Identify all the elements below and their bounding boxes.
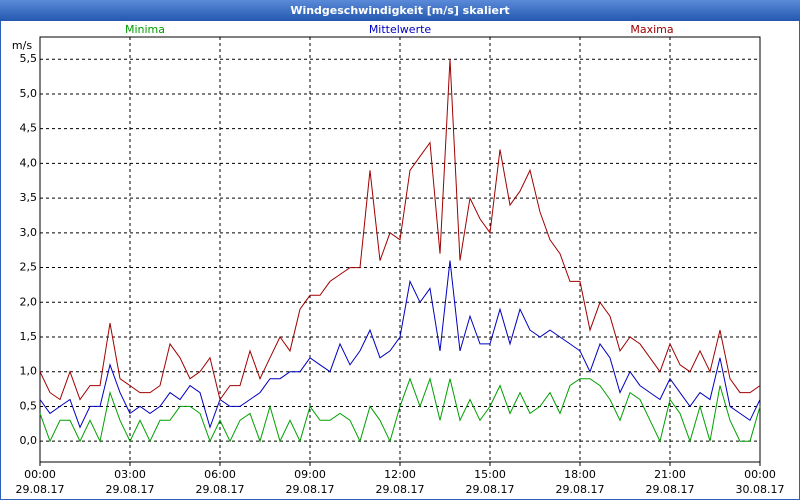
y-tick-label: 1,5 (20, 330, 38, 343)
y-tick-label: 3,5 (20, 191, 38, 204)
x-tick-label: 21:00 (654, 468, 686, 481)
y-axis-label: m/s (12, 39, 32, 52)
x-tick-date: 29.08.17 (286, 483, 335, 496)
y-tick-label: 2,5 (20, 261, 38, 274)
x-tick-label: 06:00 (204, 468, 236, 481)
x-tick-date: 29.08.17 (646, 483, 695, 496)
x-tick-label: 12:00 (384, 468, 416, 481)
x-tick-label: 00:00 (24, 468, 56, 481)
data-line (39, 59, 761, 401)
chart-title: Windgeschwindigkeit [m/s] skaliert (290, 4, 509, 17)
legend-entry: Maxima (630, 23, 673, 36)
y-tick-label: 4,0 (20, 156, 38, 169)
y-tick-label: 0,5 (20, 399, 38, 412)
x-tick-date: 29.08.17 (106, 483, 155, 496)
y-tick-label: 4,5 (20, 122, 38, 135)
data-line (39, 260, 761, 429)
x-tick-label: 00:00 (744, 468, 776, 481)
x-tick-date: 30.08.17 (736, 483, 785, 496)
legend-entry: Minima (125, 23, 165, 36)
data-line (39, 376, 761, 443)
title-bar (0, 0, 800, 21)
x-tick-date: 29.08.17 (466, 483, 515, 496)
y-tick-label: 3,0 (20, 226, 38, 239)
x-tick-label: 03:00 (114, 468, 146, 481)
y-tick-label: 0,0 (20, 434, 38, 447)
y-tick-label: 5,0 (20, 87, 38, 100)
x-tick-date: 29.08.17 (376, 483, 425, 496)
x-tick-date: 29.08.17 (196, 483, 245, 496)
x-tick-label: 09:00 (294, 468, 326, 481)
legend-entry: Mittelwerte (369, 23, 432, 36)
x-tick-label: 18:00 (564, 468, 596, 481)
y-tick-label: 2,0 (20, 295, 38, 308)
x-tick-label: 15:00 (474, 468, 506, 481)
y-tick-label: 5,5 (20, 52, 38, 65)
x-tick-date: 29.08.17 (556, 483, 605, 496)
y-tick-label: 1,0 (20, 365, 38, 378)
x-tick-date: 29.08.17 (16, 483, 65, 496)
